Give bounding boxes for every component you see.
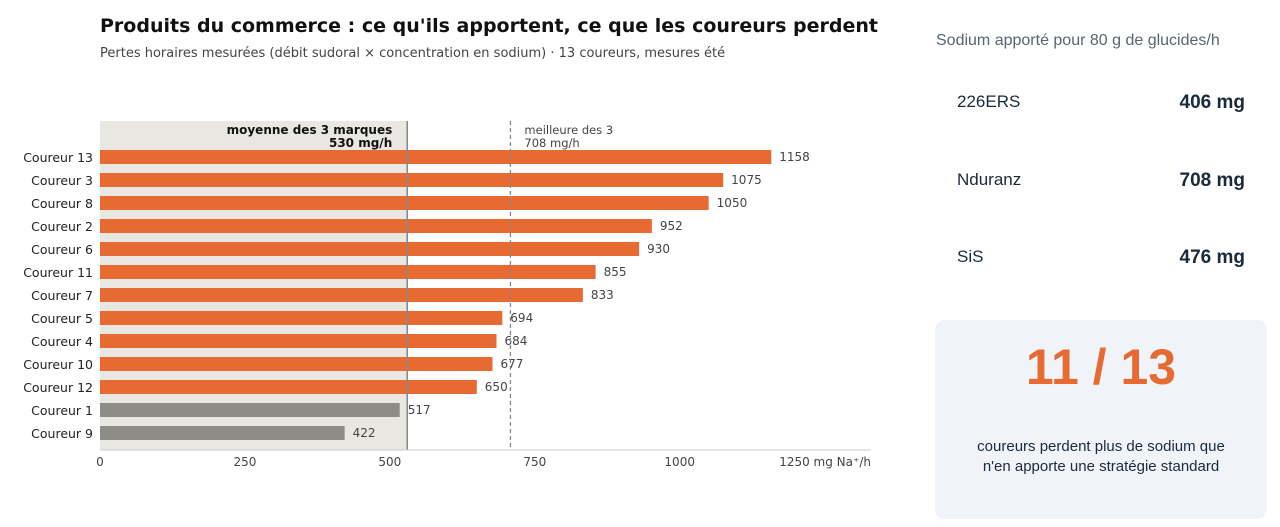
bar-value-label: 517 xyxy=(408,403,431,417)
brand-sodium-value: 476 mg xyxy=(1179,247,1245,268)
x-tick-label: 0 xyxy=(96,455,104,469)
bar-value-label: 952 xyxy=(660,219,683,233)
category-label: Coureur 13 xyxy=(23,150,93,165)
bar xyxy=(100,242,640,256)
stat-card xyxy=(935,320,1267,519)
bar-value-label: 930 xyxy=(647,242,670,256)
stat-caption-line-1: coureurs perdent plus de sodium que xyxy=(977,438,1225,455)
bar-value-label: 694 xyxy=(510,311,533,325)
category-label: Coureur 9 xyxy=(31,426,93,441)
bar xyxy=(100,311,503,325)
mean-reference-band xyxy=(100,121,408,450)
bar-value-label: 1158 xyxy=(779,150,810,164)
bar xyxy=(100,196,709,210)
bar-value-label: 684 xyxy=(505,334,528,348)
category-label: Coureur 5 xyxy=(31,311,93,326)
brand-row-sis: SiS 476 mg xyxy=(957,247,1245,271)
brand-row-226ers: 226ERS 406 mg xyxy=(957,92,1245,116)
bar-value-label: 677 xyxy=(500,357,523,371)
x-tick-label: 750 xyxy=(523,455,546,469)
bar xyxy=(100,219,652,233)
category-label: Coureur 2 xyxy=(31,219,93,234)
category-label: Coureur 3 xyxy=(31,173,93,188)
category-label: Coureur 7 xyxy=(31,288,93,303)
bar xyxy=(100,357,493,371)
best-reference-value: 708 mg/h xyxy=(524,136,579,150)
bar xyxy=(100,426,345,440)
brand-name: 226ERS xyxy=(957,92,1021,111)
stat-caption: coureurs perdent plus de sodium que n'en… xyxy=(935,437,1267,477)
chart-title: Produits du commerce : ce qu'ils apporte… xyxy=(100,15,878,37)
stat-headline: 11 / 13 xyxy=(1025,339,1177,395)
bar-value-label: 422 xyxy=(353,426,376,440)
best-reference-label: meilleure des 3 xyxy=(524,123,613,137)
bar-value-label: 650 xyxy=(485,380,508,394)
mean-reference-label: moyenne des 3 marques xyxy=(227,123,393,137)
category-label: Coureur 6 xyxy=(31,242,93,257)
bar xyxy=(100,380,477,394)
brand-row-nduranz: Nduranz 708 mg xyxy=(957,170,1245,194)
bar xyxy=(100,173,724,187)
x-tick-label: 1250 mg Na⁺/h xyxy=(779,455,871,469)
bar xyxy=(100,150,772,164)
category-label: Coureur 4 xyxy=(31,334,93,349)
category-label: Coureur 12 xyxy=(23,380,93,395)
stat-caption-line-2: n'en apporte une stratégie standard xyxy=(982,458,1220,475)
category-label: Coureur 10 xyxy=(23,357,93,372)
bar xyxy=(100,403,400,417)
category-label: Coureur 1 xyxy=(31,403,93,418)
category-label: Coureur 8 xyxy=(31,196,93,211)
x-tick-label: 500 xyxy=(378,455,401,469)
bar-chart: 1158 Coureur 13 1075 Coureur 3 1050 Coureur 8… xyxy=(23,121,871,469)
bar xyxy=(100,334,497,348)
x-tick-label: 250 xyxy=(233,455,256,469)
brand-sodium-value: 708 mg xyxy=(1179,170,1245,191)
bar-value-label: 1075 xyxy=(731,173,762,187)
bar-value-label: 1050 xyxy=(717,196,748,210)
bar xyxy=(100,265,596,279)
brand-sodium-value: 406 mg xyxy=(1179,92,1245,113)
category-label: Coureur 11 xyxy=(23,265,93,280)
bar-value-label: 833 xyxy=(591,288,614,302)
x-tick-label: 1000 xyxy=(664,455,695,469)
brand-name: Nduranz xyxy=(957,170,1022,189)
mean-reference-value: 530 mg/h xyxy=(329,136,392,150)
sidebar-heading: Sodium apporté pour 80 g de glucides/h xyxy=(936,32,1220,49)
brand-name: SiS xyxy=(957,247,984,266)
bar xyxy=(100,288,583,302)
bar-value-label: 855 xyxy=(604,265,627,279)
chart-subtitle: Pertes horaires mesurées (débit sudoral … xyxy=(100,46,726,61)
